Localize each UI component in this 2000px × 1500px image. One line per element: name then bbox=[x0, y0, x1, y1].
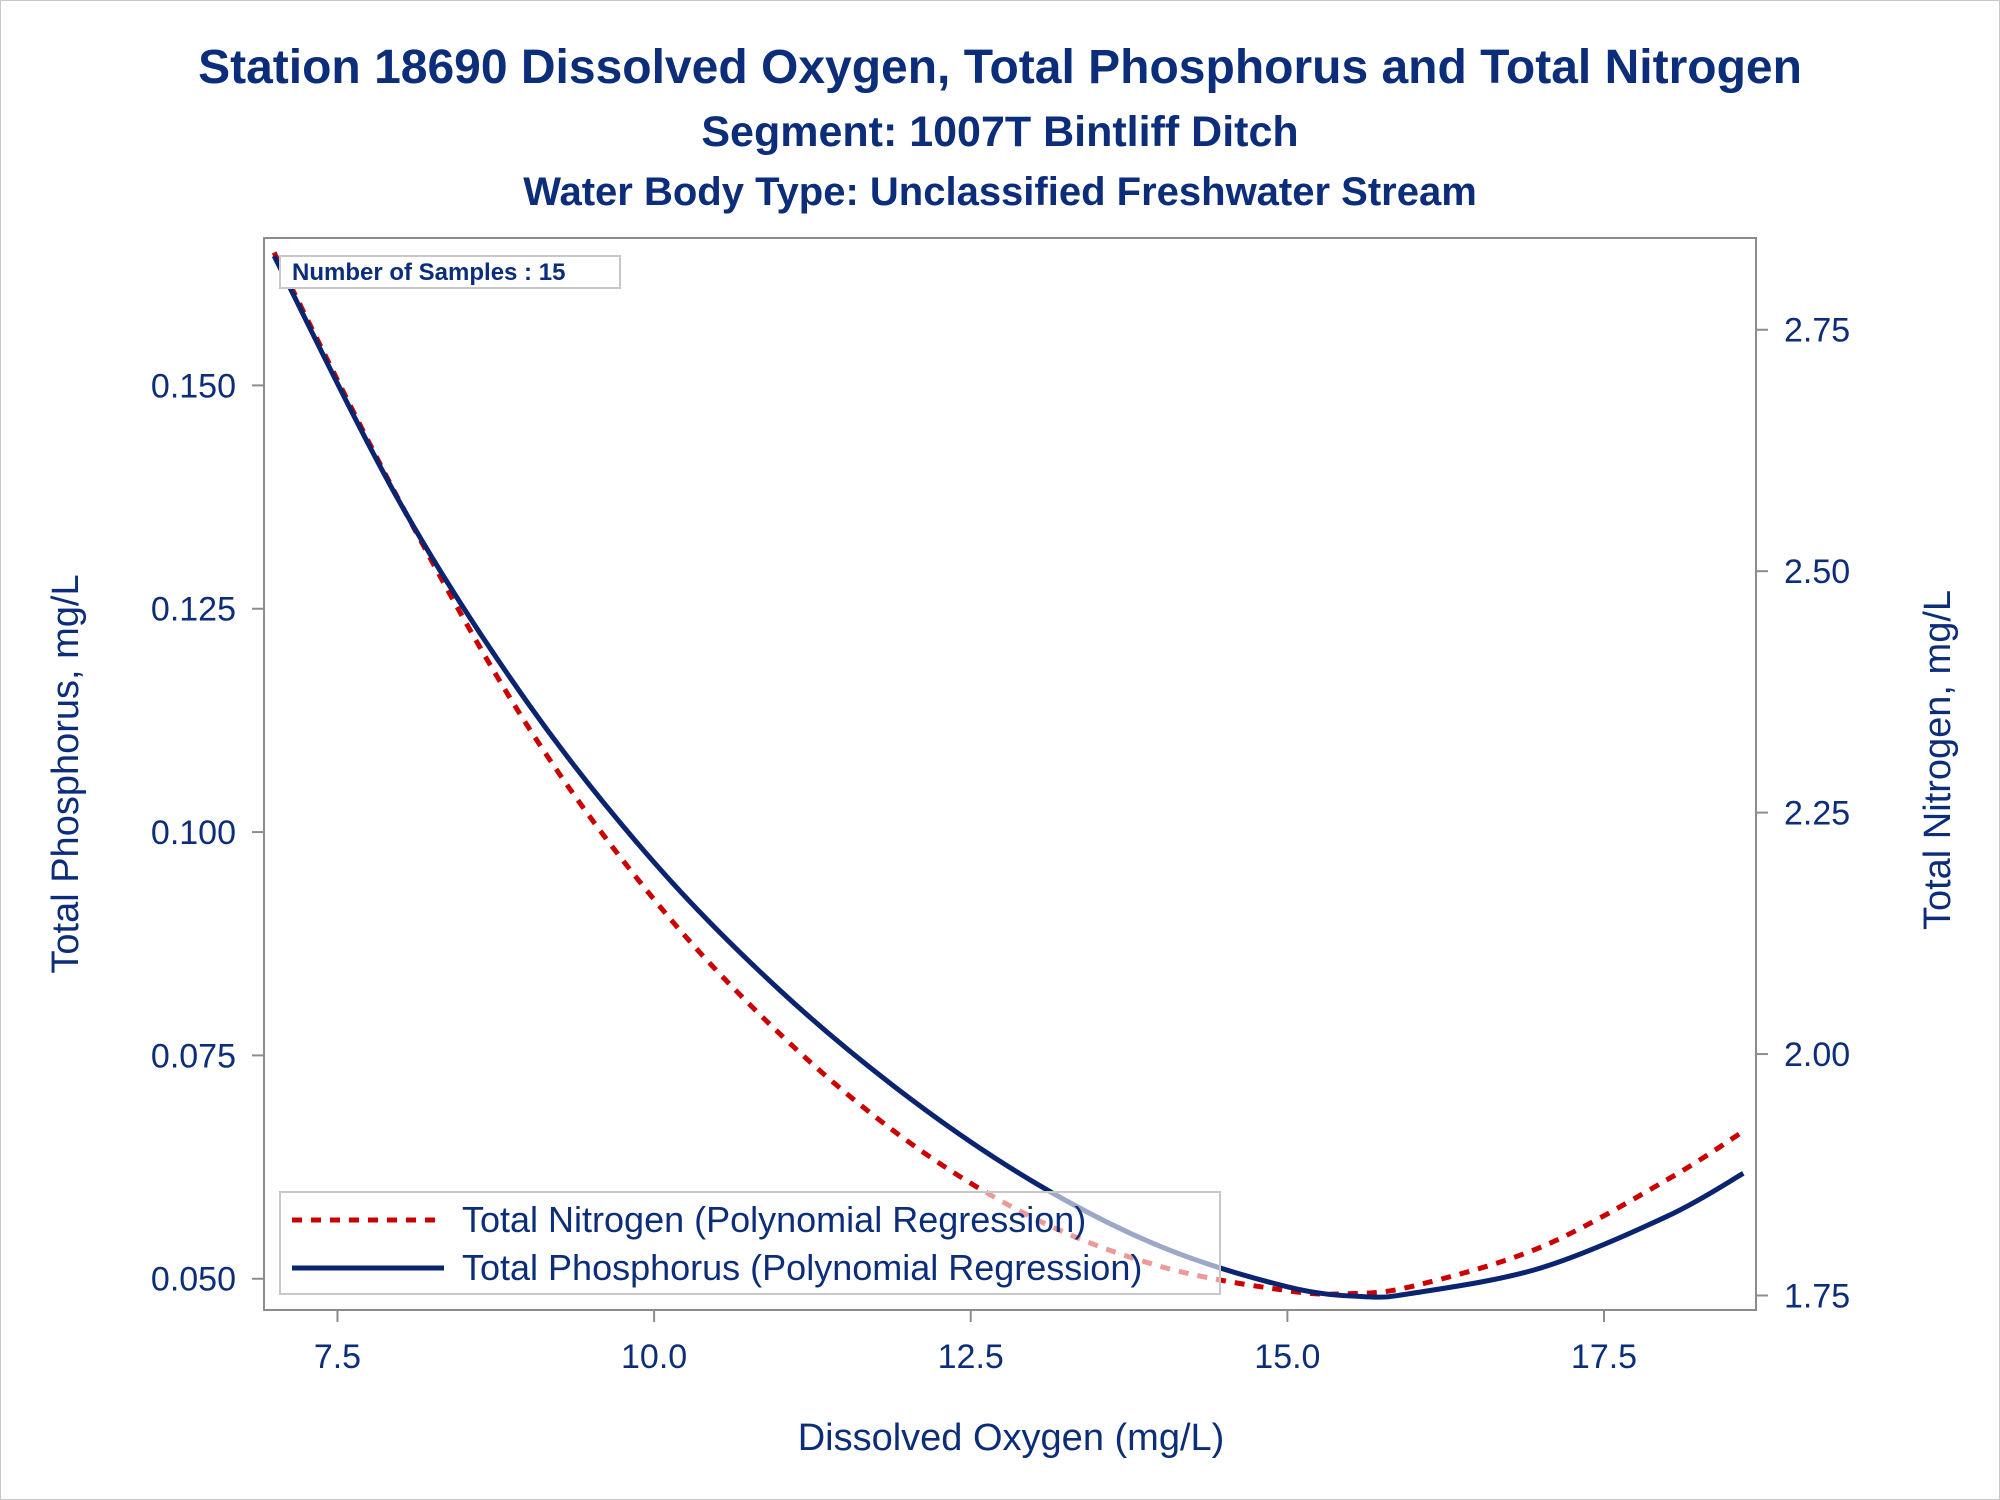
x-tick-label: 15.0 bbox=[1254, 1338, 1320, 1376]
y-left-tick-label: 0.075 bbox=[151, 1037, 236, 1075]
legend: Total Nitrogen (Polynomial Regression) T… bbox=[279, 1191, 1221, 1295]
y-left-tick-label: 0.050 bbox=[151, 1261, 236, 1299]
series-line-total-phosphorus bbox=[271, 254, 1745, 1300]
y-right-tick-label: 2.25 bbox=[1784, 795, 1850, 833]
axes-layer: 7.5 10.0 12.5 15.0 17.5 0.050 0.075 0.100 0.125 0… bbox=[151, 312, 1850, 1376]
chart-subtitle-water-body: Water Body Type: Unclassified Freshwater… bbox=[523, 170, 1477, 214]
y-axis-left-title: Total Phosphorus, mg/L bbox=[45, 574, 87, 973]
legend-box bbox=[279, 1191, 1221, 1295]
y-left-tick-label: 0.125 bbox=[151, 591, 236, 629]
chart-title: Station 18690 Dissolved Oxygen, Total Ph… bbox=[198, 41, 1802, 94]
x-tick-label: 12.5 bbox=[938, 1338, 1004, 1376]
x-axis-title: Dissolved Oxygen (mg/L) bbox=[798, 1417, 1225, 1459]
legend-label-nitrogen: Total Nitrogen (Polynomial Regression) bbox=[462, 1199, 1086, 1240]
annotation-text: Number of Samples : 15 bbox=[292, 259, 565, 286]
sample-count-annotation: Number of Samples : 15 bbox=[279, 255, 621, 289]
y-axis-right-title: Total Nitrogen, mg/L bbox=[1917, 590, 1959, 930]
chart-subtitle-segment: Segment: 1007T Bintliff Ditch bbox=[701, 108, 1299, 156]
y-left-tick-label: 0.150 bbox=[151, 367, 236, 405]
x-tick-label: 7.5 bbox=[314, 1338, 361, 1376]
plot-area bbox=[263, 237, 1757, 1311]
x-tick-label: 17.5 bbox=[1571, 1338, 1637, 1376]
series-layer bbox=[271, 251, 1745, 1300]
y-left-tick-label: 0.100 bbox=[151, 814, 236, 852]
series-line-total-nitrogen bbox=[271, 251, 1745, 1297]
y-right-tick-label: 2.75 bbox=[1784, 312, 1850, 350]
y-right-tick-label: 2.50 bbox=[1784, 553, 1850, 591]
y-right-tick-label: 1.75 bbox=[1784, 1278, 1850, 1316]
annotation-box bbox=[279, 255, 621, 289]
y-right-tick-label: 2.00 bbox=[1784, 1036, 1850, 1074]
legend-label-phosphorus: Total Phosphorus (Polynomial Regression) bbox=[462, 1247, 1142, 1288]
x-tick-label: 10.0 bbox=[621, 1338, 687, 1376]
